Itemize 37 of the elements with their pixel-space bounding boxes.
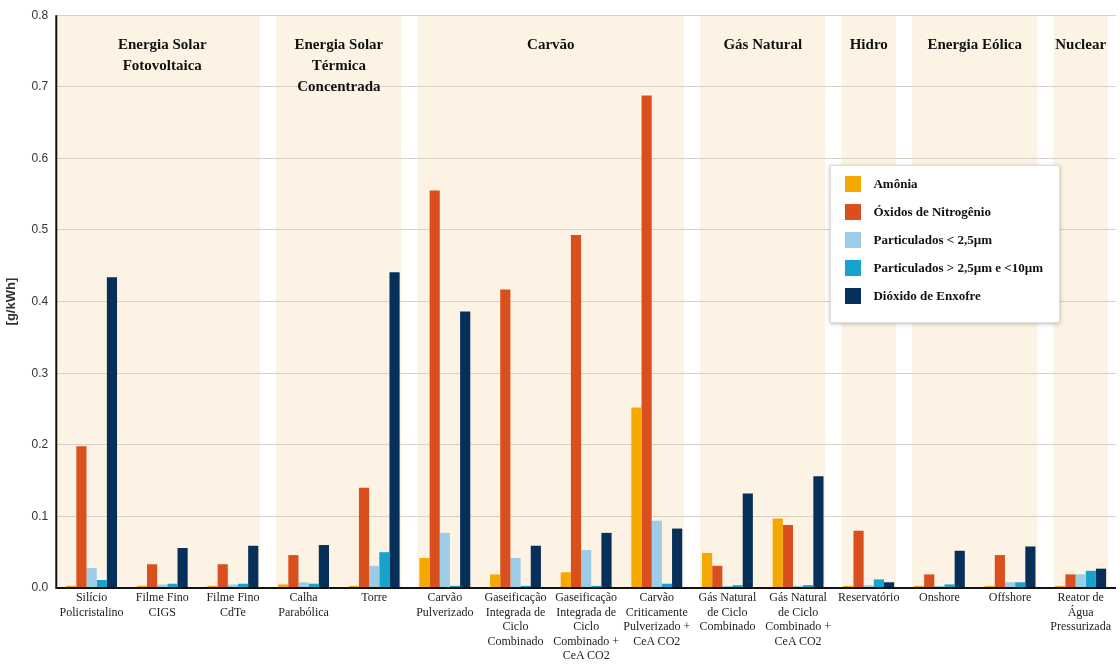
y-tick-label: 0.2 <box>31 437 49 452</box>
y-axis-title: [g/kWh] <box>3 277 19 326</box>
y-tick-label: 0.7 <box>31 79 49 94</box>
x-tick-label: Carvão Pulverizado <box>416 590 474 619</box>
band-label: Nuclear <box>1055 35 1107 52</box>
y-tick-label: 0.0 <box>31 580 49 595</box>
legend-label: Amônia <box>873 176 918 192</box>
band-label: Carvão <box>527 35 575 52</box>
x-tick-label: Gás Natural de Ciclo Combinado + CeA CO2 <box>765 590 832 648</box>
legend-label: Dióxido de Enxofre <box>873 288 981 304</box>
legend-label: Particulados < 2,5µm <box>873 232 992 248</box>
band-label: Energia Solar Fotovoltaica <box>117 35 207 73</box>
x-tick-label: Reator de Água Pressurizada <box>1050 590 1112 634</box>
x-tick-label: Offshore <box>988 590 1032 605</box>
y-tick-label: 0.3 <box>31 365 49 380</box>
x-tick-label: Calha Parabólica <box>278 590 330 619</box>
legend-label: Particulados > 2,5µm e <10µm <box>873 260 1043 276</box>
x-tick-label: Carvão Criticamente Pulverizado + CeA CO2 <box>623 590 691 648</box>
x-tick-label: Gaseificação Integrada de Ciclo Combinado + CeA CO2 <box>553 590 620 662</box>
legend-label: Óxidos de Nitrogênio <box>873 204 991 220</box>
y-tick-label: 0.5 <box>31 222 49 237</box>
y-tick-label: 0.1 <box>31 508 49 523</box>
x-tick-label: Gaseificação Integrada de Ciclo Combinado <box>484 590 547 648</box>
y-tick-label: 0.4 <box>31 293 49 308</box>
x-tick-label: Reservatório <box>838 590 900 605</box>
y-tick-label: 0.8 <box>31 7 49 22</box>
band-label: Energia Solar Térmica Concentrada <box>294 35 384 94</box>
y-tick-label: 0.6 <box>31 150 49 165</box>
band-label: Gás Natural <box>723 35 803 52</box>
x-tick-label: Silício Policristalino <box>59 590 124 619</box>
x-tick-label: Onshore <box>919 590 960 605</box>
band-label: Hidro <box>849 35 888 52</box>
x-tick-label: Filme Fino CdTe <box>206 590 260 619</box>
x-tick-label: Torre <box>361 590 388 605</box>
x-tick-label: Gás Natural de Ciclo Combinado <box>698 590 757 634</box>
x-tick-label: Filme Fino CIGS <box>135 590 189 619</box>
band-label: Energia Eólica <box>927 35 1023 52</box>
